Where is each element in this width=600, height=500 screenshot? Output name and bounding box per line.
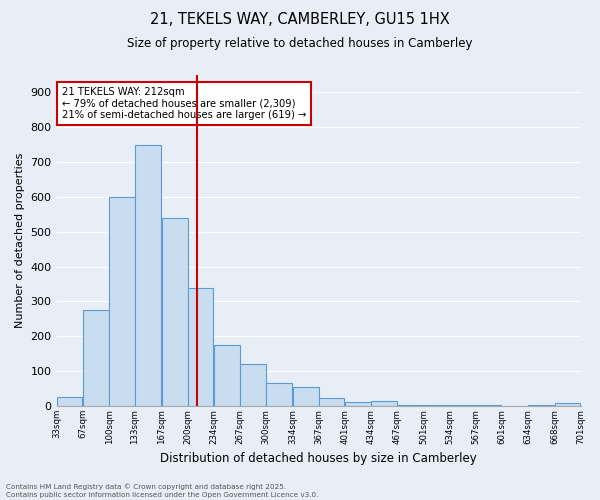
Bar [161, 218, 188, 406]
X-axis label: Distribution of detached houses by size in Camberley: Distribution of detached houses by size … [160, 452, 477, 465]
Bar [424, 405, 449, 406]
Y-axis label: Number of detached properties: Number of detached properties [15, 153, 25, 328]
Bar [449, 405, 475, 406]
Bar [554, 403, 580, 406]
Text: 21, TEKELS WAY, CAMBERLEY, GU15 1HX: 21, TEKELS WAY, CAMBERLEY, GU15 1HX [150, 12, 450, 28]
Bar [188, 288, 214, 406]
Bar [83, 310, 109, 406]
Bar [214, 345, 240, 406]
Text: Contains HM Land Registry data © Crown copyright and database right 2025.
Contai: Contains HM Land Registry data © Crown c… [6, 484, 319, 498]
Bar [319, 398, 344, 406]
Bar [109, 197, 135, 406]
Bar [475, 405, 501, 406]
Bar [528, 405, 554, 406]
Bar [56, 398, 82, 406]
Text: Size of property relative to detached houses in Camberley: Size of property relative to detached ho… [127, 38, 473, 51]
Bar [293, 387, 319, 406]
Bar [371, 401, 397, 406]
Text: 21 TEKELS WAY: 212sqm
← 79% of detached houses are smaller (2,309)
21% of semi-d: 21 TEKELS WAY: 212sqm ← 79% of detached … [62, 86, 306, 120]
Bar [135, 144, 161, 406]
Bar [345, 402, 371, 406]
Bar [397, 404, 423, 406]
Bar [240, 364, 266, 406]
Bar [266, 384, 292, 406]
